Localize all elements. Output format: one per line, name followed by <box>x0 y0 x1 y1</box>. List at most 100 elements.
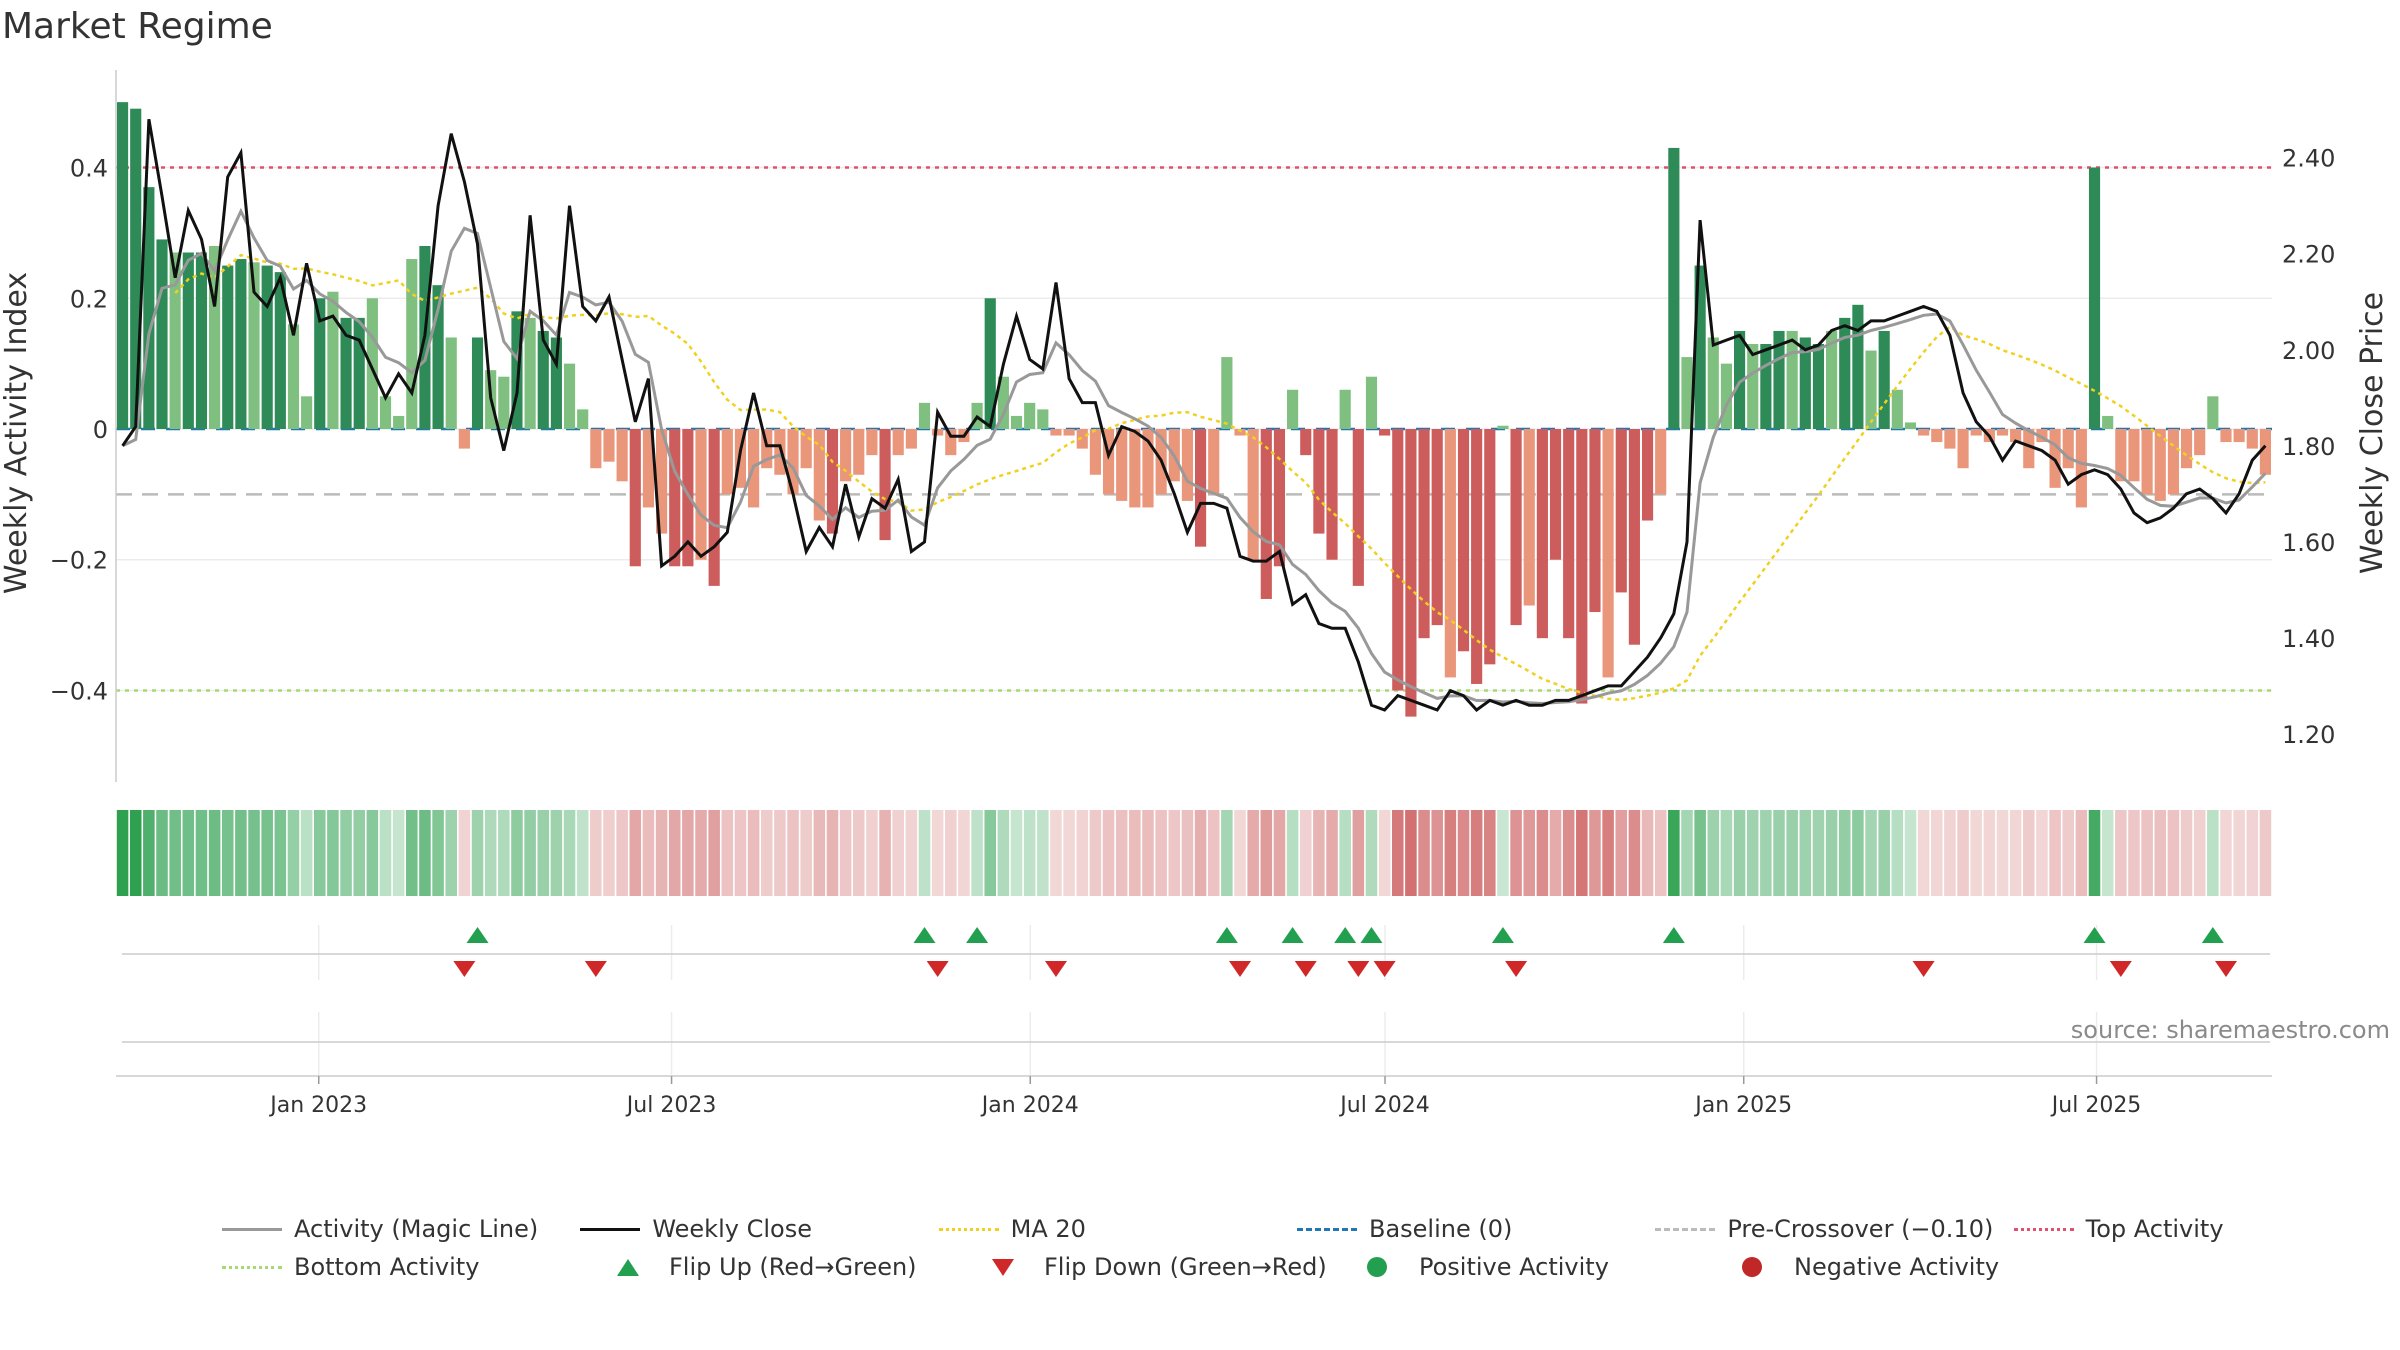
activity-bar <box>1536 429 1548 639</box>
activity-bar <box>379 396 392 429</box>
activity-bar <box>1379 429 1391 436</box>
regime-cell <box>1352 810 1365 896</box>
regime-cell <box>787 810 799 896</box>
regime-cell <box>274 810 287 896</box>
regime-cell <box>971 810 983 896</box>
activity-bar <box>432 285 444 429</box>
regime-cell <box>1299 810 1312 896</box>
flip-up-marker <box>1662 927 1685 943</box>
flip-up-marker <box>2201 927 2224 943</box>
legend-item: Positive Activity <box>1345 1248 1720 1286</box>
activity-bar <box>761 429 773 469</box>
activity-bar <box>1050 429 1062 436</box>
y-tick-label: −0.2 <box>50 547 108 575</box>
activity-bar <box>1839 317 1851 429</box>
flip-markers <box>122 927 2270 1043</box>
y2-tick-label: 1.20 <box>2282 721 2335 749</box>
regime-cell <box>721 810 734 896</box>
flip-up-marker <box>2083 927 2106 943</box>
regime-cell <box>1983 810 1996 896</box>
regime-cell <box>1286 810 1299 896</box>
legend-item: MA 20 <box>937 1210 1295 1248</box>
activity-bars <box>117 102 2271 717</box>
legend-symbol <box>220 1217 284 1241</box>
regime-cell <box>774 810 786 896</box>
regime-cell <box>2128 810 2140 896</box>
regime-cell <box>892 810 904 896</box>
activity-bar <box>1668 147 1680 429</box>
activity-bar <box>366 298 378 429</box>
regime-cell <box>1615 810 1628 896</box>
activity-bar <box>1720 363 1732 429</box>
regime-cell <box>2220 810 2232 896</box>
activity-bar <box>274 272 286 429</box>
regime-cell <box>1536 810 1549 896</box>
y2-tick-label: 2.40 <box>2282 145 2335 173</box>
regime-cell <box>2115 810 2127 896</box>
activity-bar <box>1523 429 1535 606</box>
regime-cell <box>458 810 471 896</box>
regime-cell <box>1589 810 1601 896</box>
regime-cell <box>1418 810 1430 896</box>
regime-cell <box>1470 810 1483 896</box>
activity-bar <box>984 298 996 429</box>
axes: 0.4 0.2 0 −0.2 −0.4 2.40 2.20 2.00 1.80 1.60 1.40 1… <box>50 70 2335 782</box>
activity-bar <box>2088 167 2101 429</box>
regime-cell <box>2036 810 2048 896</box>
activity-bar <box>1589 429 1601 613</box>
regime-cell <box>2154 810 2167 896</box>
activity-bar <box>866 429 878 456</box>
regime-cell <box>1207 810 1220 896</box>
regime-cell <box>708 810 720 896</box>
activity-bar <box>563 363 576 429</box>
regime-cell <box>1957 810 1969 896</box>
regime-cell <box>208 810 221 896</box>
regime-cell <box>866 810 878 896</box>
x-tick-label: Jul 2024 <box>1338 1093 1430 1118</box>
activity-bar <box>1457 429 1470 652</box>
activity-bar <box>1628 429 1640 645</box>
regime-cell <box>1115 810 1128 896</box>
flip-up-marker <box>466 927 489 943</box>
activity-bar <box>1931 429 1943 443</box>
regime-cell <box>1996 810 2009 896</box>
activity-bar <box>1142 429 1154 508</box>
activity-bar <box>945 429 957 456</box>
activity-bar <box>813 429 825 521</box>
activity-bar <box>327 291 339 429</box>
regime-cell <box>1181 810 1194 896</box>
regime-cell <box>419 810 431 896</box>
regime-cell <box>1917 810 1930 896</box>
activity-bar <box>1786 330 1798 429</box>
activity-bar <box>1510 429 1522 626</box>
legend-item: Activity (Magic Line) <box>220 1210 578 1248</box>
regime-cell <box>287 810 300 896</box>
activity-bar <box>892 429 904 456</box>
activity-bar <box>2194 429 2206 456</box>
y2-axis-label: Weekly Close Price <box>2355 292 2390 574</box>
regime-cell <box>1549 810 1562 896</box>
activity-bar <box>130 108 142 430</box>
regime-cell <box>826 810 839 896</box>
activity-bar <box>656 429 668 534</box>
activity-bar <box>195 252 208 429</box>
legend-item: Flip Down (Green→Red) <box>970 1248 1345 1286</box>
regime-cell <box>1326 810 1338 896</box>
activity-bar <box>1484 429 1496 665</box>
flip-up-marker <box>1360 927 1383 943</box>
regime-cell <box>1089 810 1102 896</box>
regime-cell <box>1970 810 1982 896</box>
regime-cell <box>1576 810 1588 896</box>
regime-cell <box>2193 810 2206 896</box>
regime-cell <box>1260 810 1273 896</box>
activity-bar <box>2115 429 2127 482</box>
activity-bar <box>2036 429 2048 443</box>
activity-bar <box>1313 429 1325 534</box>
activity-bar <box>1181 429 1193 501</box>
regime-cell <box>406 810 418 896</box>
activity-bar <box>1063 429 1075 436</box>
activity-bar <box>458 429 470 449</box>
regime-cell <box>603 810 615 896</box>
activity-bar <box>1208 429 1220 495</box>
regime-strip <box>116 810 2272 896</box>
